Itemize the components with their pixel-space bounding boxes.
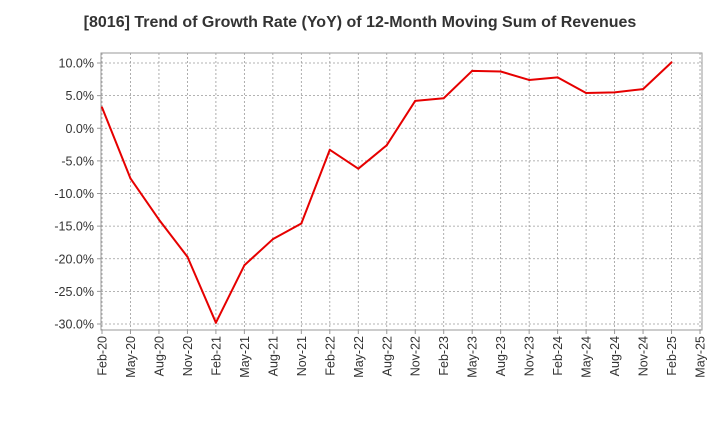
y-tick-label: -10.0%	[54, 187, 94, 201]
x-tick-label: May-23	[466, 336, 480, 378]
chart-title: [8016] Trend of Growth Rate (YoY) of 12-…	[83, 14, 637, 31]
x-tick-label: Feb-21	[209, 336, 223, 376]
x-tick-label: Nov-20	[181, 336, 195, 376]
data-point	[186, 255, 189, 258]
y-tick-label: -25.0%	[54, 285, 94, 299]
x-tick-label: Feb-23	[437, 336, 451, 376]
data-point	[101, 106, 103, 109]
y-tick-label: -15.0%	[54, 220, 94, 234]
x-tick-label: Nov-23	[523, 336, 537, 376]
data-point	[613, 91, 616, 94]
y-tick-label: -5.0%	[61, 154, 94, 168]
x-tick-label: Feb-24	[551, 336, 565, 376]
data-point	[328, 148, 331, 151]
data-point	[528, 78, 531, 81]
x-tick-label: Feb-22	[323, 336, 337, 376]
y-tick-label: -20.0%	[54, 252, 94, 266]
data-point	[414, 99, 417, 102]
x-tick-label: Nov-22	[409, 336, 423, 376]
x-tick-label: Aug-24	[608, 336, 622, 376]
data-point	[670, 61, 673, 64]
data-point	[214, 321, 217, 324]
data-point	[556, 76, 559, 79]
x-tick-label: Aug-23	[494, 336, 508, 376]
x-tick-label: May-21	[238, 336, 252, 378]
x-tick-label: May-24	[580, 336, 594, 378]
x-tick-label: Aug-22	[380, 336, 394, 376]
data-point	[357, 167, 360, 170]
x-tick-label: May-22	[352, 336, 366, 378]
x-tick-label: Aug-21	[266, 336, 280, 376]
data-point	[243, 264, 246, 267]
x-tick-label: Feb-20	[96, 336, 110, 376]
data-point	[471, 69, 474, 72]
plot-frame	[100, 52, 703, 331]
data-point	[442, 97, 445, 100]
y-tick-label: 0.0%	[66, 122, 95, 136]
data-point	[585, 92, 588, 95]
x-tick-label: Feb-25	[665, 336, 679, 376]
y-tick-label: 10.0%	[59, 57, 94, 71]
x-tick-label: May-20	[124, 336, 138, 378]
series-layer	[101, 61, 673, 324]
x-axis-ticks: Feb-20 May-20 Aug-20 Nov-20 Feb-21 May-21 Aug-…	[96, 330, 708, 378]
data-point	[129, 177, 132, 180]
data-point	[499, 70, 502, 73]
x-tick-label: Aug-20	[152, 336, 166, 376]
grid-lines	[101, 53, 702, 330]
data-point	[271, 238, 274, 241]
x-tick-label: Nov-24	[637, 336, 651, 376]
x-tick-label: Nov-21	[295, 336, 309, 376]
y-tick-label: 5.0%	[66, 89, 95, 103]
data-point	[385, 144, 388, 147]
data-point	[157, 218, 160, 221]
data-point	[300, 222, 303, 225]
y-axis-ticks: 10.0% 5.0% 0.0% -5.0% -10.0% -15.0% -20.0% -25.…	[54, 57, 101, 332]
x-tick-label: May-25	[694, 336, 708, 378]
y-tick-label: -30.0%	[54, 318, 94, 332]
data-point	[642, 88, 645, 91]
